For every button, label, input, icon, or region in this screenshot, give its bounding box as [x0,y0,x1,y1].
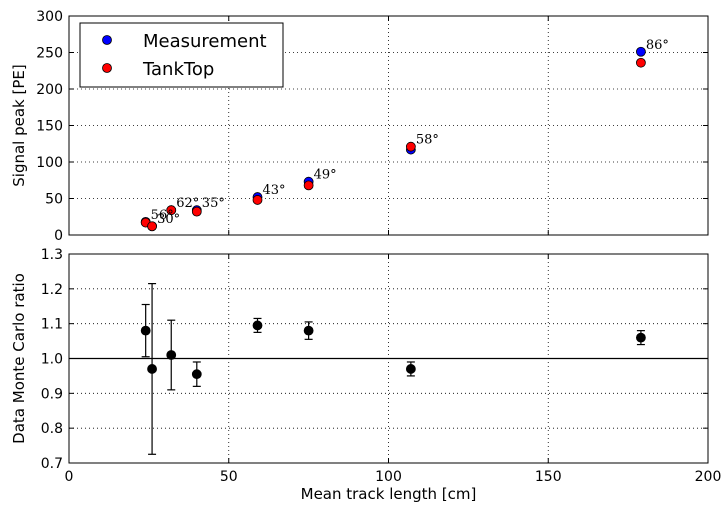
y-tick-label: 300 [36,9,63,25]
ratio-point [405,364,416,374]
y-axis-title: Data Monte Carlo ratio [10,273,28,444]
legend-box [79,22,284,88]
y-tick-label: 200 [36,82,63,98]
y-tick-label: 150 [36,119,63,135]
angle-label: 58° [416,133,439,148]
legend-label-measurement: Measurement [143,31,267,52]
x-tick-label: 50 [220,469,238,485]
plot-frame [68,253,709,464]
x-axis-title: Mean track length [cm] [301,485,477,503]
x-tick-label: 200 [695,469,722,485]
legend-marker-measurement [102,35,112,45]
tanktop-point [147,221,157,232]
tanktop-point [303,180,314,191]
angle-label: 56° [151,208,174,223]
y-tick-label: 250 [36,46,63,62]
angle-label: 49° [314,168,337,183]
x-tick-label: 150 [535,469,562,485]
y-tick-label: 0.8 [41,421,63,437]
y-tick-label: 1.3 [41,247,63,263]
tanktop-point [166,205,177,216]
tanktop-point [191,206,202,217]
y-tick-label: 0.7 [41,456,63,472]
y-tick-label: 100 [36,155,63,171]
ratio-point [252,320,263,331]
y-axis-title: Signal peak [PE] [10,64,28,186]
tanktop-point [636,57,646,68]
signal-peak-panel: 0 50 100 150 200 250 300 Signal peak [PE] 56°30°… [10,9,709,244]
y-tick-label: 1.0 [41,352,63,368]
y-tick-label: 0.9 [41,386,63,402]
ratio-point [166,350,177,360]
y-tick-label: 0 [54,228,63,244]
x-tick-label: 100 [375,469,402,485]
y-tick-label: 1.1 [41,317,63,333]
tanktop-point [405,141,416,152]
ratio-point [303,325,314,336]
ratio-point [191,369,202,380]
tanktop-point [252,195,263,205]
y-tick-label: 1.2 [41,282,63,298]
ratio-point [147,364,157,374]
legend-label-tanktop: TankTop [142,59,214,80]
ratio-point [140,325,151,336]
angle-label: 30° [157,212,180,227]
measurement-point [636,46,646,57]
x-tick-label: 0 [65,469,74,485]
angle-label: 35° [202,196,225,211]
ratio-panel: 0 50 100 150 200 0.7 0.8 0.9 1.0 1.1 1.2 1.3 Data Mo… [10,247,721,503]
angle-label: 86° [646,38,669,53]
legend-marker-tanktop [102,63,112,73]
y-tick-label: 50 [45,192,63,208]
plot-frame [68,15,709,236]
legend: Measurement TankTop [79,22,284,88]
ratio-point [636,332,646,343]
angle-label: 62° [176,196,199,211]
angle-label: 43° [263,183,286,198]
